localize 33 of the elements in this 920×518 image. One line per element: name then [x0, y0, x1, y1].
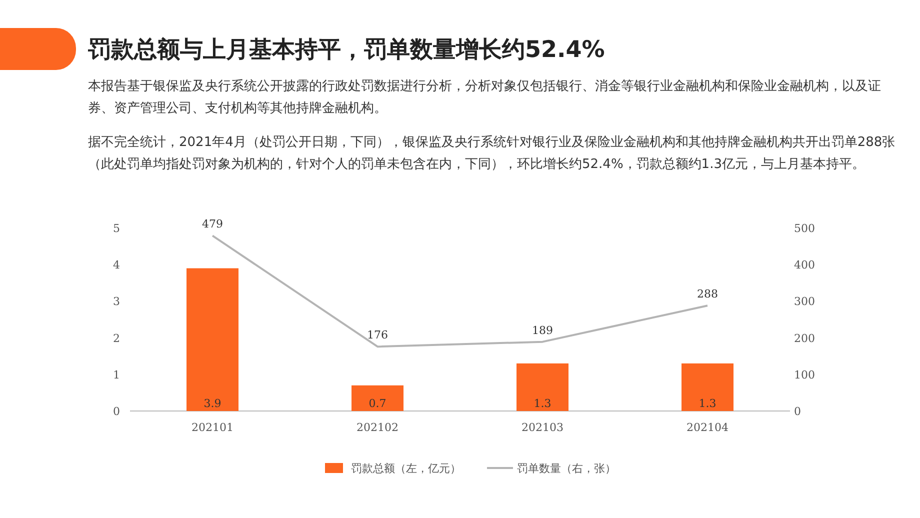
- y-tick-label: 4: [113, 258, 120, 272]
- text: 据不完全统计，2021年4月（处罚公开日期，下同），银保监及央行系统针对银行业及保险业金融机构和其他持牌金融机构共开出罚单288张（此处罚单均指处罚对象为机构的，针对个人的罚单未包含在内，下同），环比增长约52.4%，罚款总额约1.3亿元，与上月基本持平。: [88, 134, 896, 174]
- data-label: 1.3: [698, 397, 716, 410]
- y-tick-label: 3: [113, 295, 120, 308]
- legend-label: 罚款总额（左，亿元）: [351, 462, 461, 475]
- y-tick-label: 5: [113, 222, 120, 235]
- data-label: 176: [367, 328, 388, 342]
- bar: [516, 363, 568, 411]
- y2-tick-label: 500: [794, 222, 815, 235]
- chart-title: 罚款总额与上月基本持平，罚单数量增长约52.4%: [88, 36, 605, 65]
- bar: [352, 385, 404, 411]
- x-tick-label: 202103: [522, 421, 564, 434]
- y2-tick-label: 100: [794, 368, 815, 382]
- y2-tick-label: 300: [794, 295, 815, 308]
- data-label: 1.3: [534, 397, 552, 410]
- data-label: 288: [697, 288, 718, 301]
- x-tick-label: 202104: [686, 421, 728, 434]
- text: 本报告基于银保监及央行系统公开披露的行政处罚数据进行分析，分析对象仅包括银行、消金等银行业金融机构和保险业金融机构，以及证券、资产管理公司、支付机构等其他持牌金融机构。: [88, 78, 882, 118]
- data-label: 189: [532, 324, 553, 337]
- bar: [186, 268, 238, 411]
- data-label: 0.7: [368, 397, 386, 410]
- data-label: 3.9: [204, 397, 222, 410]
- y-tick-label: 0: [113, 405, 120, 418]
- bar: [682, 363, 734, 411]
- legend-label: 罚单数量（右，张）: [517, 462, 616, 475]
- y2-tick-label: 0: [794, 405, 801, 418]
- x-tick-label: 202101: [192, 421, 234, 434]
- y2-tick-label: 400: [794, 258, 815, 272]
- y2-tick-label: 200: [794, 332, 815, 345]
- x-tick-label: 202102: [356, 421, 398, 434]
- y-tick-label: 2: [113, 332, 120, 345]
- y-tick-label: 1: [113, 368, 120, 382]
- data-label: 479: [202, 218, 223, 231]
